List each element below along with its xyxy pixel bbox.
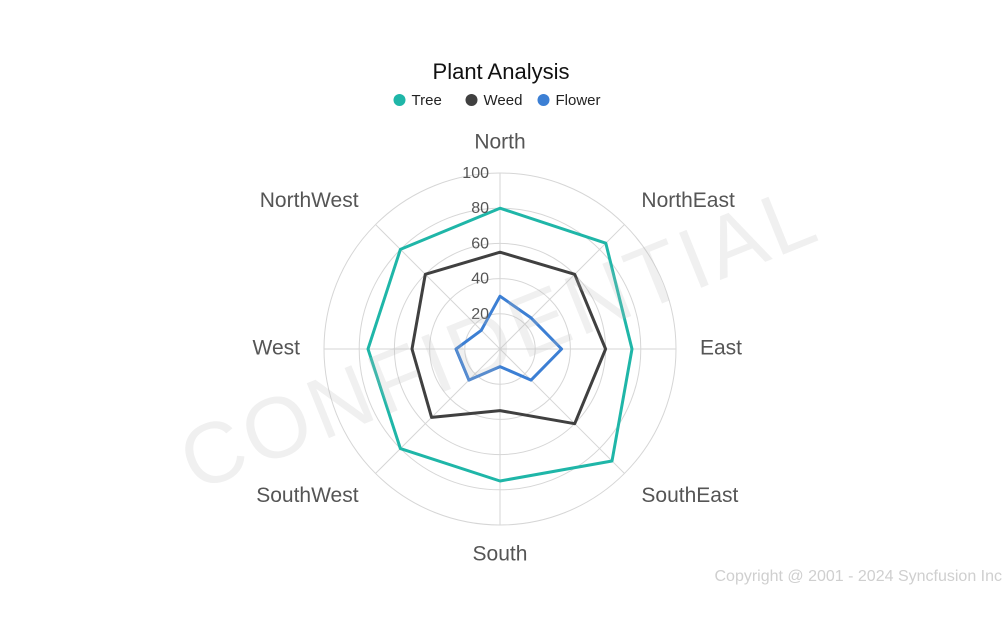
radial-tick-20: 20 bbox=[471, 306, 489, 323]
category-label-west: West bbox=[253, 337, 301, 360]
chart-title: Plant Analysis bbox=[433, 59, 570, 84]
legend-marker-flower bbox=[537, 94, 550, 106]
legend-label-weed: Weed bbox=[484, 92, 523, 109]
series-weed-line bbox=[410, 250, 608, 426]
grid-spoke-southeast bbox=[499, 348, 625, 474]
category-label-southwest: SouthWest bbox=[256, 484, 358, 507]
category-label-north: North bbox=[474, 131, 525, 154]
radial-tick-80: 80 bbox=[471, 200, 489, 217]
legend-item-weed[interactable]: Weed bbox=[465, 92, 523, 109]
legend-label-flower: Flower bbox=[556, 92, 601, 109]
legend-marker-weed bbox=[465, 94, 478, 106]
series-flower-line bbox=[454, 294, 564, 382]
legend-item-flower[interactable]: Flower bbox=[537, 92, 601, 109]
radial-tick-40: 40 bbox=[471, 271, 489, 288]
category-labels: North NorthEast East SouthEast South SouthWes… bbox=[253, 131, 743, 566]
category-label-east: East bbox=[700, 337, 742, 360]
series-tree-line bbox=[366, 206, 634, 483]
legend-marker-tree bbox=[393, 94, 406, 106]
category-label-south: South bbox=[473, 543, 528, 566]
radial-tick-labels: 20 40 60 80 100 bbox=[462, 165, 489, 323]
category-label-northeast: NorthEast bbox=[641, 189, 735, 212]
radial-tick-100: 100 bbox=[462, 165, 489, 182]
copyright-text: Copyright @ 2001 - 2024 Syncfusion Inc bbox=[714, 568, 1002, 585]
legend-label-tree: Tree bbox=[412, 92, 442, 109]
chart-legend: Tree Weed Flower bbox=[393, 92, 601, 109]
grid-spoke-northeast bbox=[499, 224, 625, 350]
radar-grid bbox=[323, 172, 677, 526]
radial-tick-60: 60 bbox=[471, 235, 489, 252]
grid-spoke-northwest bbox=[375, 224, 501, 350]
category-label-northwest: NorthWest bbox=[260, 189, 359, 212]
radar-series-layer bbox=[366, 206, 634, 483]
category-label-southeast: SouthEast bbox=[641, 484, 738, 507]
grid-spoke-southwest bbox=[375, 348, 501, 474]
legend-item-tree[interactable]: Tree bbox=[393, 92, 442, 109]
